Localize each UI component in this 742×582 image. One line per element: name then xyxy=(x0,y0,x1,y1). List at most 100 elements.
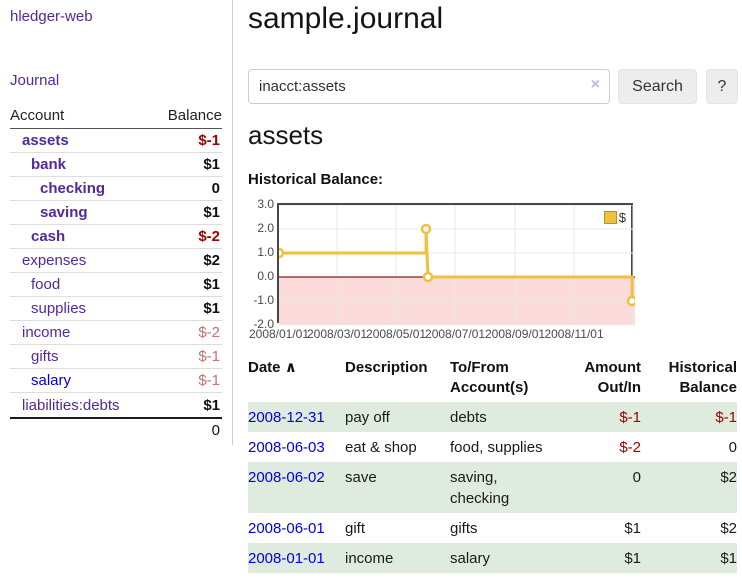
account-link-income[interactable]: income xyxy=(22,324,71,341)
chart-plot-area xyxy=(273,204,638,326)
x-axis-tick: 2008/09/01 xyxy=(485,327,546,341)
register-cell-description: pay off xyxy=(345,409,390,426)
register-cell-tofrom: food, supplies xyxy=(450,439,543,456)
register-row: 2008-06-03 eat & shop food, supplies $-2 0 xyxy=(248,432,737,462)
register-row: 2008-01-01 income salary $1 $1 xyxy=(248,543,737,573)
y-axis-tick: -1.0 xyxy=(253,293,274,307)
help-button[interactable]: ? xyxy=(706,69,738,104)
register-table: Date ∧ Description To/From Account(s) Am… xyxy=(248,356,737,573)
register-cell-description: gift xyxy=(345,520,366,537)
y-axis-tick: 1.0 xyxy=(257,245,274,259)
register-cell-balance: 0 xyxy=(728,439,737,456)
account-row: expenses $2 xyxy=(10,249,222,273)
register-header-tofrom: To/From Account(s) xyxy=(450,359,529,396)
account-link-liabilities-debts[interactable]: liabilities:debts xyxy=(22,396,120,414)
legend-label: $ xyxy=(618,210,626,225)
accounts-rows: assets $-1 bank $1 checking 0 saving $1 cash $-2 e… xyxy=(10,129,222,417)
account-heading: assets xyxy=(248,120,324,150)
sidebar-item-journal[interactable]: Journal xyxy=(10,72,60,89)
account-link-cash[interactable]: cash xyxy=(31,228,66,245)
register-cell-amount: $-1 xyxy=(619,409,641,426)
x-axis-tick: 2008/03/01 xyxy=(307,327,368,341)
account-link-saving[interactable]: saving xyxy=(40,204,88,221)
account-link-supplies[interactable]: supplies xyxy=(31,300,87,317)
account-link-assets[interactable]: assets xyxy=(22,132,69,149)
register-cell-amount: $1 xyxy=(624,550,641,567)
register-header-date[interactable]: Date ∧ xyxy=(248,359,297,376)
register-row: 2008-06-02 save saving, checking 0 $2 xyxy=(248,462,737,513)
transaction-date-link[interactable]: 2008-12-31 xyxy=(248,409,325,426)
register-cell-date: 2008-12-31 xyxy=(248,402,345,432)
account-balance: $-2 xyxy=(198,324,220,341)
account-row: bank $1 xyxy=(10,153,222,177)
register-cell-description: eat & shop xyxy=(345,439,417,456)
register-header-row: Date ∧ Description To/From Account(s) Am… xyxy=(248,356,737,402)
register-header-amount: Amount Out/In xyxy=(584,359,641,396)
x-axis-tick: 2008/07/01 xyxy=(425,327,486,341)
register-cell-date: 2008-06-01 xyxy=(248,513,345,543)
account-row: cash $-2 xyxy=(10,225,222,249)
account-balance: $1 xyxy=(203,276,220,293)
transaction-date-link[interactable]: 2008-01-01 xyxy=(248,550,325,567)
search-form: × xyxy=(248,69,610,104)
search-input[interactable] xyxy=(248,69,610,104)
account-row: gifts $-1 xyxy=(10,345,222,369)
accounts-total-row: 0 xyxy=(10,417,222,441)
transaction-date-link[interactable]: 2008-06-02 xyxy=(248,469,325,486)
register-cell-date: 2008-06-03 xyxy=(248,432,345,462)
account-row: salary $-1 xyxy=(10,369,222,393)
transaction-date-link[interactable]: 2008-06-01 xyxy=(248,520,325,537)
account-balance: $-1 xyxy=(198,348,220,365)
account-balance: $1 xyxy=(203,204,220,221)
register-cell-date: 2008-01-01 xyxy=(248,543,345,573)
register-row: 2008-12-31 pay off debts $-1 $-1 xyxy=(248,402,737,432)
accounts-total-value: 0 xyxy=(211,421,220,439)
chart-legend: $ xyxy=(603,210,626,225)
accounts-table: Account Balance assets $-1 bank $1 checking 0… xyxy=(10,103,222,441)
account-row: food $1 xyxy=(10,273,222,297)
sort-ascending-icon: ∧ xyxy=(284,359,297,376)
register-cell-balance: $-1 xyxy=(715,409,737,426)
account-balance: $-2 xyxy=(198,228,220,245)
legend-swatch-icon xyxy=(603,211,617,224)
clear-search-icon[interactable]: × xyxy=(590,76,600,93)
account-row: income $-2 xyxy=(10,321,222,345)
search-button[interactable]: Search xyxy=(618,69,697,104)
y-axis-tick: -2.0 xyxy=(253,317,274,331)
register-cell-amount: $1 xyxy=(624,520,641,537)
account-link-gifts[interactable]: gifts xyxy=(31,348,59,365)
account-link-checking[interactable]: checking xyxy=(40,180,106,197)
transaction-date-link[interactable]: 2008-06-03 xyxy=(248,439,325,456)
account-link-food[interactable]: food xyxy=(31,276,61,293)
account-row: saving $1 xyxy=(10,201,222,225)
accounts-table-header: Account Balance xyxy=(10,103,222,129)
account-balance: $-1 xyxy=(198,372,220,389)
account-balance: $-1 xyxy=(198,132,220,149)
y-axis-tick: 3.0 xyxy=(257,197,274,211)
register-row: 2008-06-01 gift gifts $1 $2 xyxy=(248,513,737,543)
register-cell-balance: $2 xyxy=(720,520,737,537)
register-cell-balance: $1 xyxy=(720,550,737,567)
account-balance: $1 xyxy=(203,396,220,414)
account-row: supplies $1 xyxy=(10,297,222,321)
brand-link[interactable]: hledger-web xyxy=(10,8,93,25)
register-cell-tofrom: gifts xyxy=(450,520,478,537)
register-cell-date: 2008-06-02 xyxy=(248,462,345,513)
account-link-bank[interactable]: bank xyxy=(31,156,67,173)
y-axis-tick: 0.0 xyxy=(257,269,274,283)
register-header-balance: Historical Balance xyxy=(668,359,737,396)
account-link-salary[interactable]: salary xyxy=(31,372,72,389)
account-row: checking 0 xyxy=(10,177,222,201)
register-cell-description: save xyxy=(345,469,377,486)
account-balance: $1 xyxy=(203,300,220,317)
main-content: sample.journal × Search ? assets Histori… xyxy=(248,0,742,582)
historical-balance-chart: $ xyxy=(273,203,638,326)
register-cell-amount: $-2 xyxy=(619,439,641,456)
account-balance: $1 xyxy=(203,156,220,173)
register-cell-amount: 0 xyxy=(632,469,641,486)
register-cell-description: income xyxy=(345,550,394,567)
x-axis-tick: 2008/11/01 xyxy=(544,327,604,341)
x-axis-tick: 2008/01/01 xyxy=(248,327,310,341)
account-link-expenses[interactable]: expenses xyxy=(22,252,87,269)
register-header-description: Description xyxy=(345,359,428,376)
